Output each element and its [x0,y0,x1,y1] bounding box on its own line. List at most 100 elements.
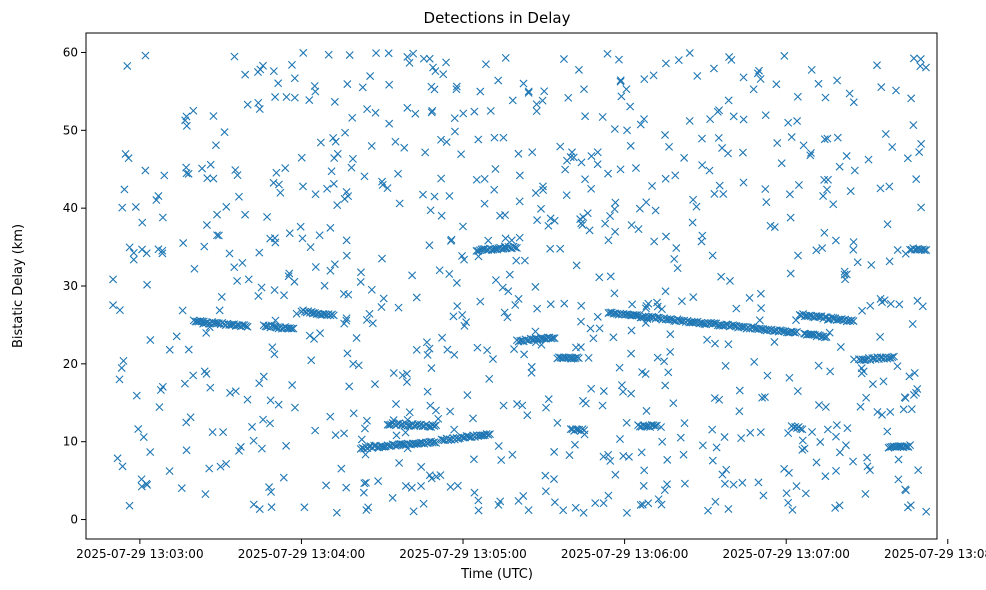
data-point [709,64,718,73]
data-point [445,191,454,200]
data-point [724,504,733,513]
data-point [622,85,631,94]
data-point [249,500,258,509]
data-point [359,488,368,497]
data-point [290,74,299,83]
data-point [784,468,793,477]
data-point [640,75,649,84]
data-point [850,166,859,175]
data-point [617,92,626,101]
data-point [289,324,298,333]
data-point [515,171,524,180]
data-point [823,185,831,194]
data-point [615,363,624,372]
data-point [222,459,231,468]
y-tick-label: 40 [63,201,78,215]
data-point [905,372,914,381]
data-point [501,234,510,243]
data-point [316,329,325,338]
data-point [427,364,436,373]
data-point [615,435,624,443]
data-point [213,210,222,219]
data-point [430,422,439,431]
data-point [888,353,897,362]
data-point [344,192,353,201]
data-point [606,456,615,465]
data-point [859,355,868,364]
data-point [518,401,527,410]
data-point [115,375,124,384]
data-point [556,244,565,253]
data-point [329,134,338,142]
data-point [431,67,440,76]
data-point [282,441,291,450]
data-point [572,261,581,270]
data-point [718,470,727,479]
data-point [367,141,376,150]
data-point [292,309,301,318]
data-point [243,100,252,109]
data-point [821,93,830,102]
data-point [131,202,140,211]
data-point [462,318,471,327]
data-point [599,387,608,396]
data-point [909,54,918,63]
data-point [784,118,793,127]
data-point [666,330,675,339]
data-point [331,431,340,440]
data-point [907,405,916,414]
data-point [548,334,557,343]
data-point [677,297,686,306]
data-point [385,119,394,128]
data-point [533,216,542,225]
data-point [407,483,416,492]
data-point [345,382,354,391]
data-point [354,361,363,370]
data-point [919,245,927,254]
data-point [760,393,769,402]
data-point [330,260,339,269]
data-point [362,416,371,425]
data-point [231,387,240,396]
data-point [143,280,152,289]
data-point [378,442,387,451]
data-point [889,352,898,361]
data-point [214,231,223,240]
x-axis: 2025-07-29 13:03:00 2025-07-29 13:04:00 20… [76,539,986,561]
data-point [876,332,885,341]
data-point [571,354,580,363]
data-point [428,438,437,447]
data-point [637,448,646,457]
data-point [820,135,829,144]
data-point [661,287,670,296]
data-point [570,440,579,449]
data-point [225,249,234,258]
data-point [646,313,655,322]
data-point [721,361,730,370]
data-point [861,489,870,498]
data-point [713,107,722,116]
data-point [893,362,902,371]
data-point [642,406,651,415]
data-point [685,116,694,125]
data-point [297,153,306,162]
data-point [831,503,840,512]
data-point [842,317,851,326]
data-point [366,72,375,81]
data-point [388,493,397,502]
data-point [559,55,568,64]
data-point [823,425,832,434]
data-point [489,245,498,254]
data-point [833,133,842,142]
data-point [230,263,239,272]
data-point [756,289,765,298]
data-point [886,299,895,308]
data-point [527,368,536,377]
data-point [780,51,789,60]
data-point [257,283,266,292]
data-point [500,308,509,317]
data-point [499,133,508,142]
data-point [753,69,762,78]
data-point [524,87,533,96]
data-point [512,256,521,265]
